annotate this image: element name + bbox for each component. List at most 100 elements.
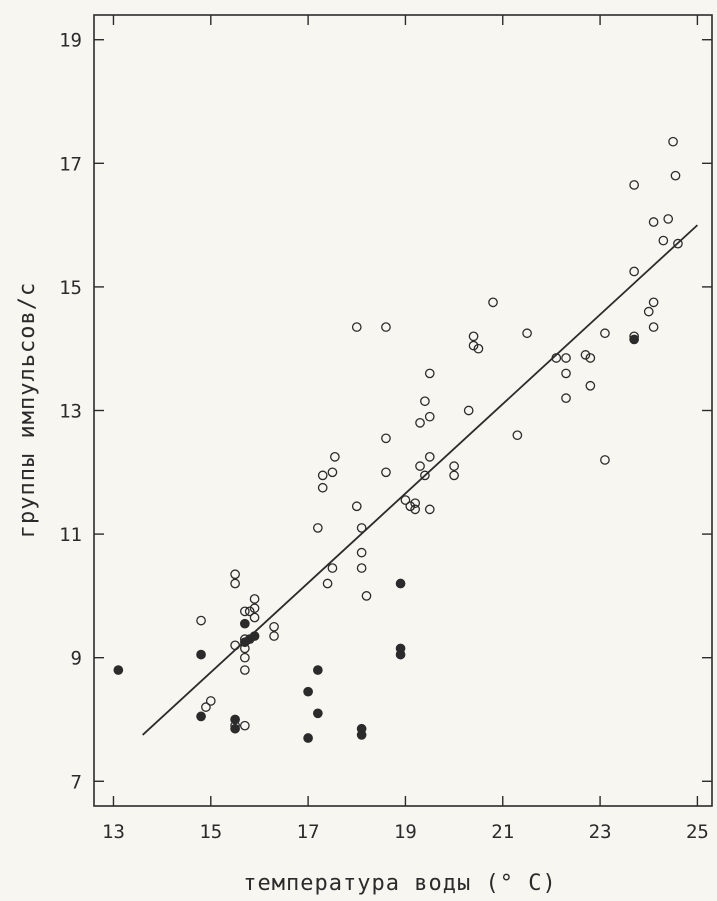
open-data-point bbox=[410, 498, 421, 509]
open-data-point bbox=[600, 328, 610, 339]
open-data-point bbox=[351, 501, 362, 512]
open-data-point bbox=[351, 322, 362, 332]
y-tick-label: 13 bbox=[59, 401, 82, 423]
x-tick-label: 17 bbox=[297, 821, 320, 843]
open-data-point bbox=[629, 180, 639, 190]
open-data-point bbox=[522, 328, 532, 339]
open-data-point bbox=[415, 461, 425, 471]
open-data-point bbox=[463, 405, 474, 416]
open-data-point bbox=[473, 343, 484, 354]
open-data-point bbox=[420, 396, 430, 407]
x-axis-title: температура воды (° C) bbox=[243, 871, 556, 896]
open-data-point bbox=[670, 170, 681, 181]
filled-data-point bbox=[113, 665, 124, 675]
x-tick-label: 21 bbox=[491, 821, 514, 843]
open-data-point bbox=[330, 451, 340, 462]
open-data-point bbox=[327, 467, 338, 478]
open-data-point bbox=[561, 368, 571, 379]
open-data-point bbox=[468, 331, 479, 342]
open-data-point bbox=[561, 393, 571, 403]
open-data-point bbox=[585, 353, 596, 363]
filled-data-point bbox=[249, 631, 260, 641]
filled-data-point bbox=[395, 649, 406, 660]
open-data-point bbox=[551, 353, 562, 363]
filled-data-point bbox=[312, 708, 323, 719]
filled-data-point bbox=[312, 665, 323, 675]
x-tick-label: 15 bbox=[199, 821, 222, 843]
open-data-point bbox=[643, 306, 654, 317]
open-data-point bbox=[424, 504, 435, 515]
y-tick-label: 11 bbox=[59, 524, 82, 546]
filled-data-point bbox=[196, 649, 206, 660]
open-data-point bbox=[424, 368, 435, 379]
open-data-point bbox=[449, 461, 459, 471]
open-data-point bbox=[400, 495, 411, 505]
open-data-point bbox=[230, 569, 240, 580]
filled-data-point bbox=[395, 578, 406, 589]
open-data-point bbox=[230, 640, 240, 651]
open-data-point bbox=[269, 631, 279, 641]
open-data-point bbox=[196, 615, 206, 626]
open-data-point bbox=[249, 603, 260, 614]
open-data-point bbox=[410, 504, 421, 515]
open-data-point bbox=[244, 606, 255, 617]
open-data-point bbox=[240, 652, 250, 663]
open-data-point bbox=[449, 470, 459, 481]
filled-data-point bbox=[303, 733, 313, 743]
open-data-point bbox=[356, 563, 367, 573]
x-tick-label: 23 bbox=[589, 821, 612, 843]
open-data-point bbox=[415, 418, 425, 428]
open-data-point bbox=[317, 482, 328, 493]
filled-data-point bbox=[196, 711, 206, 722]
y-tick-label: 17 bbox=[59, 153, 82, 175]
open-data-point bbox=[249, 612, 260, 623]
open-data-point bbox=[663, 214, 674, 224]
open-data-point bbox=[317, 470, 328, 481]
open-data-point bbox=[381, 322, 391, 332]
x-tick-label: 25 bbox=[686, 821, 709, 843]
open-data-point bbox=[240, 665, 250, 675]
open-data-point bbox=[361, 591, 372, 601]
open-data-point bbox=[580, 350, 591, 360]
data-points bbox=[113, 136, 683, 743]
open-data-point bbox=[356, 547, 367, 558]
open-data-point bbox=[424, 411, 435, 422]
filled-data-point bbox=[356, 730, 367, 740]
open-data-point bbox=[230, 578, 240, 589]
y-axis-title: группы импульсов/с bbox=[15, 282, 40, 538]
regression-line bbox=[142, 224, 699, 736]
open-data-point bbox=[512, 430, 523, 441]
regression-line-group bbox=[142, 224, 699, 736]
open-data-point bbox=[561, 353, 571, 363]
open-data-point bbox=[648, 322, 659, 332]
open-data-point bbox=[381, 433, 391, 444]
y-tick-label: 7 bbox=[71, 771, 82, 793]
axes: 13 15 17 19 21 23 25 7 9 11 13 15 17 19 bbox=[59, 14, 713, 843]
filled-data-point bbox=[240, 618, 250, 629]
open-data-point bbox=[668, 136, 678, 147]
open-data-point bbox=[488, 297, 498, 308]
open-data-point bbox=[648, 217, 659, 227]
open-data-point bbox=[658, 235, 669, 246]
open-data-point bbox=[327, 563, 338, 573]
open-data-point bbox=[629, 266, 639, 277]
open-data-point bbox=[269, 621, 279, 632]
filled-data-point bbox=[230, 723, 240, 734]
open-data-point bbox=[205, 696, 216, 706]
open-data-point bbox=[420, 470, 430, 481]
open-data-point bbox=[381, 467, 391, 478]
open-data-point bbox=[312, 523, 323, 533]
open-data-point bbox=[648, 297, 659, 308]
open-data-point bbox=[600, 455, 610, 465]
open-data-point bbox=[424, 451, 435, 462]
open-data-point bbox=[356, 523, 367, 533]
open-data-point bbox=[673, 238, 683, 249]
x-tick-label: 13 bbox=[102, 821, 125, 843]
y-tick-label: 9 bbox=[71, 648, 82, 670]
open-data-point bbox=[240, 606, 250, 617]
open-data-point bbox=[585, 380, 596, 391]
open-data-point bbox=[405, 501, 416, 512]
open-data-point bbox=[201, 702, 211, 712]
open-data-point bbox=[468, 340, 479, 351]
